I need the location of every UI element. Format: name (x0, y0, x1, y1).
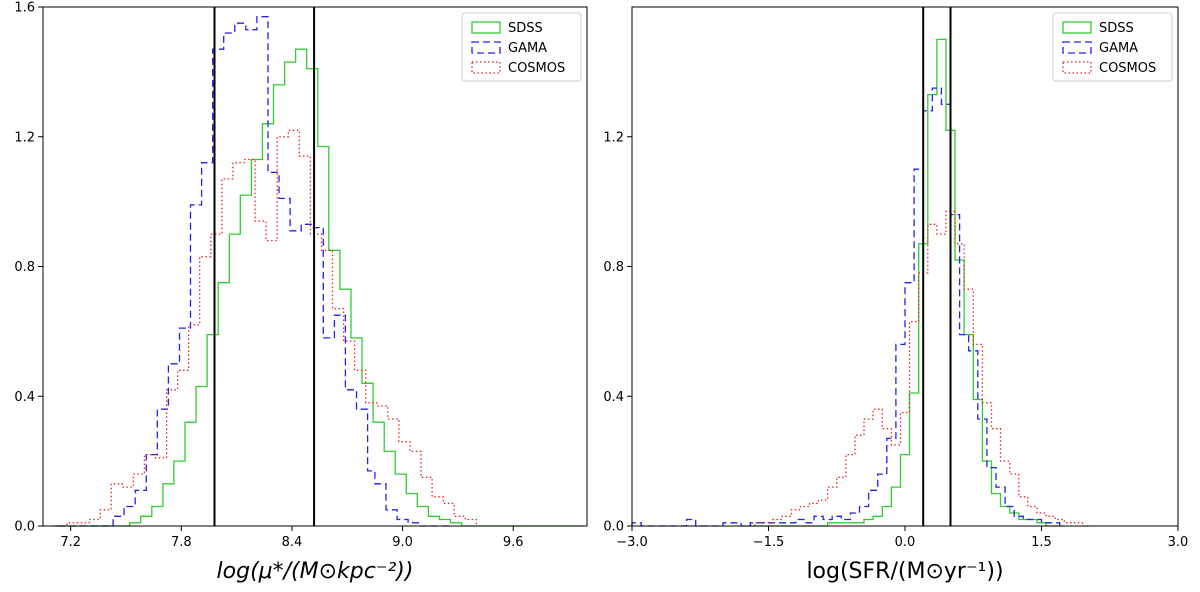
legend-swatch-sdss (471, 21, 501, 34)
x-tick-label: 9.6 (503, 535, 524, 550)
x-tick-label: 3.0 (1168, 535, 1189, 550)
series-cosmos-step (55, 129, 478, 527)
y-tick-label: 0.0 (14, 520, 35, 535)
x-tick-label: 7.8 (171, 535, 192, 550)
series-cosmos-step (754, 210, 1092, 527)
y-tick-label: 1.2 (14, 130, 35, 145)
series-gama-step (57, 16, 453, 527)
y-tick-label: 0.4 (603, 390, 624, 405)
right-panel-sfr-histogram: −3.0 −1.5 0.0 1.5 3.0 0.0 0.4 0.8 1.2 log(SFR/(M⊙… (603, 6, 1189, 584)
series-sdss-step (52, 48, 584, 527)
legend-swatch-cosmos (1062, 61, 1092, 74)
left-panel-mu-star-histogram: 7.2 7.8 8.4 9.0 9.6 0.0 0.4 0.8 1.2 1.6 log(μ*/(M⊙… (14, 1, 588, 584)
y-tick-label: 0.4 (14, 390, 35, 405)
legend-swatch-cosmos (471, 61, 501, 74)
x-tick-label: 8.4 (282, 535, 303, 550)
x-tick-label: 1.5 (1031, 535, 1052, 550)
legend-swatch-sdss (1062, 21, 1092, 34)
y-tick-label: 0.0 (603, 520, 624, 535)
x-axis-title: log(SFR/(M⊙yr⁻¹)) (806, 559, 1003, 584)
series-gama-step (631, 87, 1061, 527)
legend-label-cosmos: COSMOS (508, 61, 565, 76)
legend-swatch-gama (471, 41, 501, 54)
legend-label-gama: GAMA (1099, 41, 1138, 56)
legend-label-sdss: SDSS (1099, 21, 1134, 36)
axes-frame (631, 6, 1179, 527)
y-tick-label: 1.2 (603, 130, 624, 145)
y-tick-label: 0.8 (603, 260, 624, 275)
x-tick-label: 7.2 (60, 535, 81, 550)
x-axis-title: log(μ*/(M⊙kpc⁻²)) (217, 559, 414, 584)
legend-box (1052, 12, 1173, 82)
legend-box (461, 12, 582, 82)
x-tick-label: 0.0 (895, 535, 916, 550)
legend-label-sdss: SDSS (508, 21, 543, 36)
x-tick-label: −3.0 (616, 535, 648, 550)
series-sdss-step (745, 38, 1065, 527)
legend-label-gama: GAMA (508, 41, 547, 56)
x-tick-label: −1.5 (753, 535, 785, 550)
x-tick-label: 9.0 (392, 535, 413, 550)
legend-label-cosmos: COSMOS (1099, 61, 1156, 76)
legend-swatch-gama (1062, 41, 1092, 54)
y-tick-label: 0.8 (14, 260, 35, 275)
y-tick-label: 1.6 (14, 1, 35, 16)
